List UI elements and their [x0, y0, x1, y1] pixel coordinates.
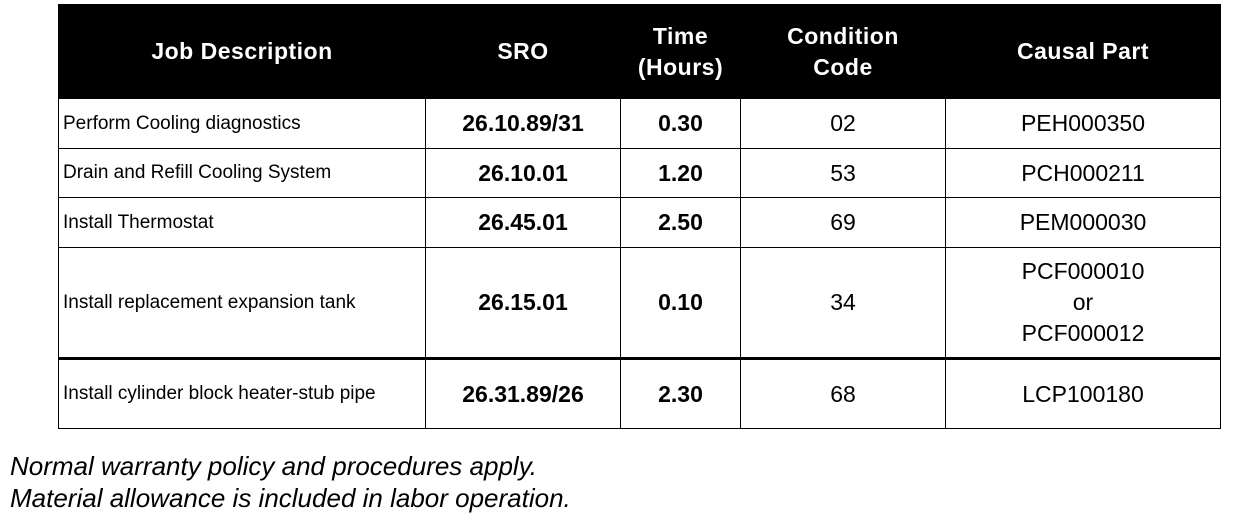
header-text: Code — [813, 53, 873, 80]
sro: 26.15.01 — [425, 247, 621, 359]
header-row: Job Description SRO Time (Hours) Condition Co… — [58, 4, 1221, 99]
table-body: Perform Cooling diagnostics 26.10.89/31 0.… — [58, 98, 1221, 429]
causal-part: LCP100180 — [1022, 380, 1144, 407]
table-row: Install cylinder block heater-stub pipe 2… — [58, 357, 1221, 429]
header-cell: Condition Code — [740, 4, 946, 99]
condition-code: 68 — [740, 357, 946, 429]
time-hours: 0.10 — [620, 247, 741, 359]
header-text: (Hours) — [637, 53, 724, 80]
causal-part: PEH000350 — [1020, 110, 1146, 136]
sro: 26.10.89/31 — [425, 98, 621, 149]
table-row: Install replacement expansion tank 26.15.… — [58, 247, 1221, 359]
note: Normal warranty policy and procedures ap… — [10, 451, 537, 481]
sro: 26.10.01 — [425, 148, 621, 198]
cell: Install cylinder block heater-stub pipe — [58, 357, 426, 429]
causal-part: PCF000010 — [1021, 258, 1145, 284]
header-cell: SRO — [425, 4, 621, 99]
time-hours: 0.30 — [620, 98, 741, 149]
condition-code: 02 — [740, 98, 946, 149]
condition-code: 69 — [740, 197, 946, 248]
job-description: Drain and Refill Cooling System — [63, 162, 332, 183]
time-hours: 2.50 — [620, 197, 741, 248]
header-text: Condition — [787, 22, 899, 49]
job-description: Install replacement expansion tank — [63, 291, 356, 313]
job-description: Perform Cooling diagnostics — [63, 112, 301, 134]
notes: Normal warranty policy and procedures ap… — [10, 450, 571, 514]
cell: PEM000030 — [945, 197, 1221, 248]
header-cell: Causal Part — [945, 4, 1221, 99]
condition-code: 53 — [740, 148, 946, 198]
sro: 26.31.89/26 — [425, 357, 621, 429]
sro: 26.45.01 — [425, 197, 621, 248]
header-cell: Job Description — [58, 4, 426, 99]
header-text: Time — [652, 22, 709, 49]
header-cell: Time (Hours) — [620, 4, 741, 99]
causal-part: or — [1072, 289, 1094, 315]
condition-code: 34 — [740, 247, 946, 359]
header-text: SRO — [497, 38, 549, 64]
cell: Perform Cooling diagnostics — [58, 98, 426, 149]
labor-table: Job Description SRO Time (Hours) Condition Co… — [58, 4, 1221, 429]
job-description: Install cylinder block heater-stub pipe — [63, 383, 376, 404]
cell: Drain and Refill Cooling System — [58, 148, 426, 198]
cell: Install Thermostat — [58, 197, 426, 248]
cell: LCP100180 — [945, 357, 1221, 429]
cell: Install replacement expansion tank — [58, 247, 426, 359]
header-text: Job Description — [151, 38, 333, 64]
causal-part: PCH000211 — [1021, 159, 1145, 186]
job-description: Install Thermostat — [63, 211, 214, 233]
causal-part: PEM000030 — [1019, 209, 1147, 235]
cell: PEH000350 — [945, 98, 1221, 149]
time-hours: 1.20 — [620, 148, 741, 198]
cell: PCH000211 — [945, 148, 1221, 198]
causal-part: PCF000012 — [1021, 320, 1145, 346]
time-hours: 2.30 — [620, 357, 741, 429]
table-row: Install Thermostat 26.45.01 2.50 69 PEM00003… — [58, 197, 1221, 248]
table-row: Perform Cooling diagnostics 26.10.89/31 0.… — [58, 98, 1221, 149]
header-text: Causal Part — [1016, 38, 1150, 64]
table-row: Drain and Refill Cooling System 26.10.01 1… — [58, 148, 1221, 198]
note: Material allowance is included in labor … — [10, 483, 571, 513]
cell: PCF000010 or PCF000012 — [945, 247, 1221, 359]
